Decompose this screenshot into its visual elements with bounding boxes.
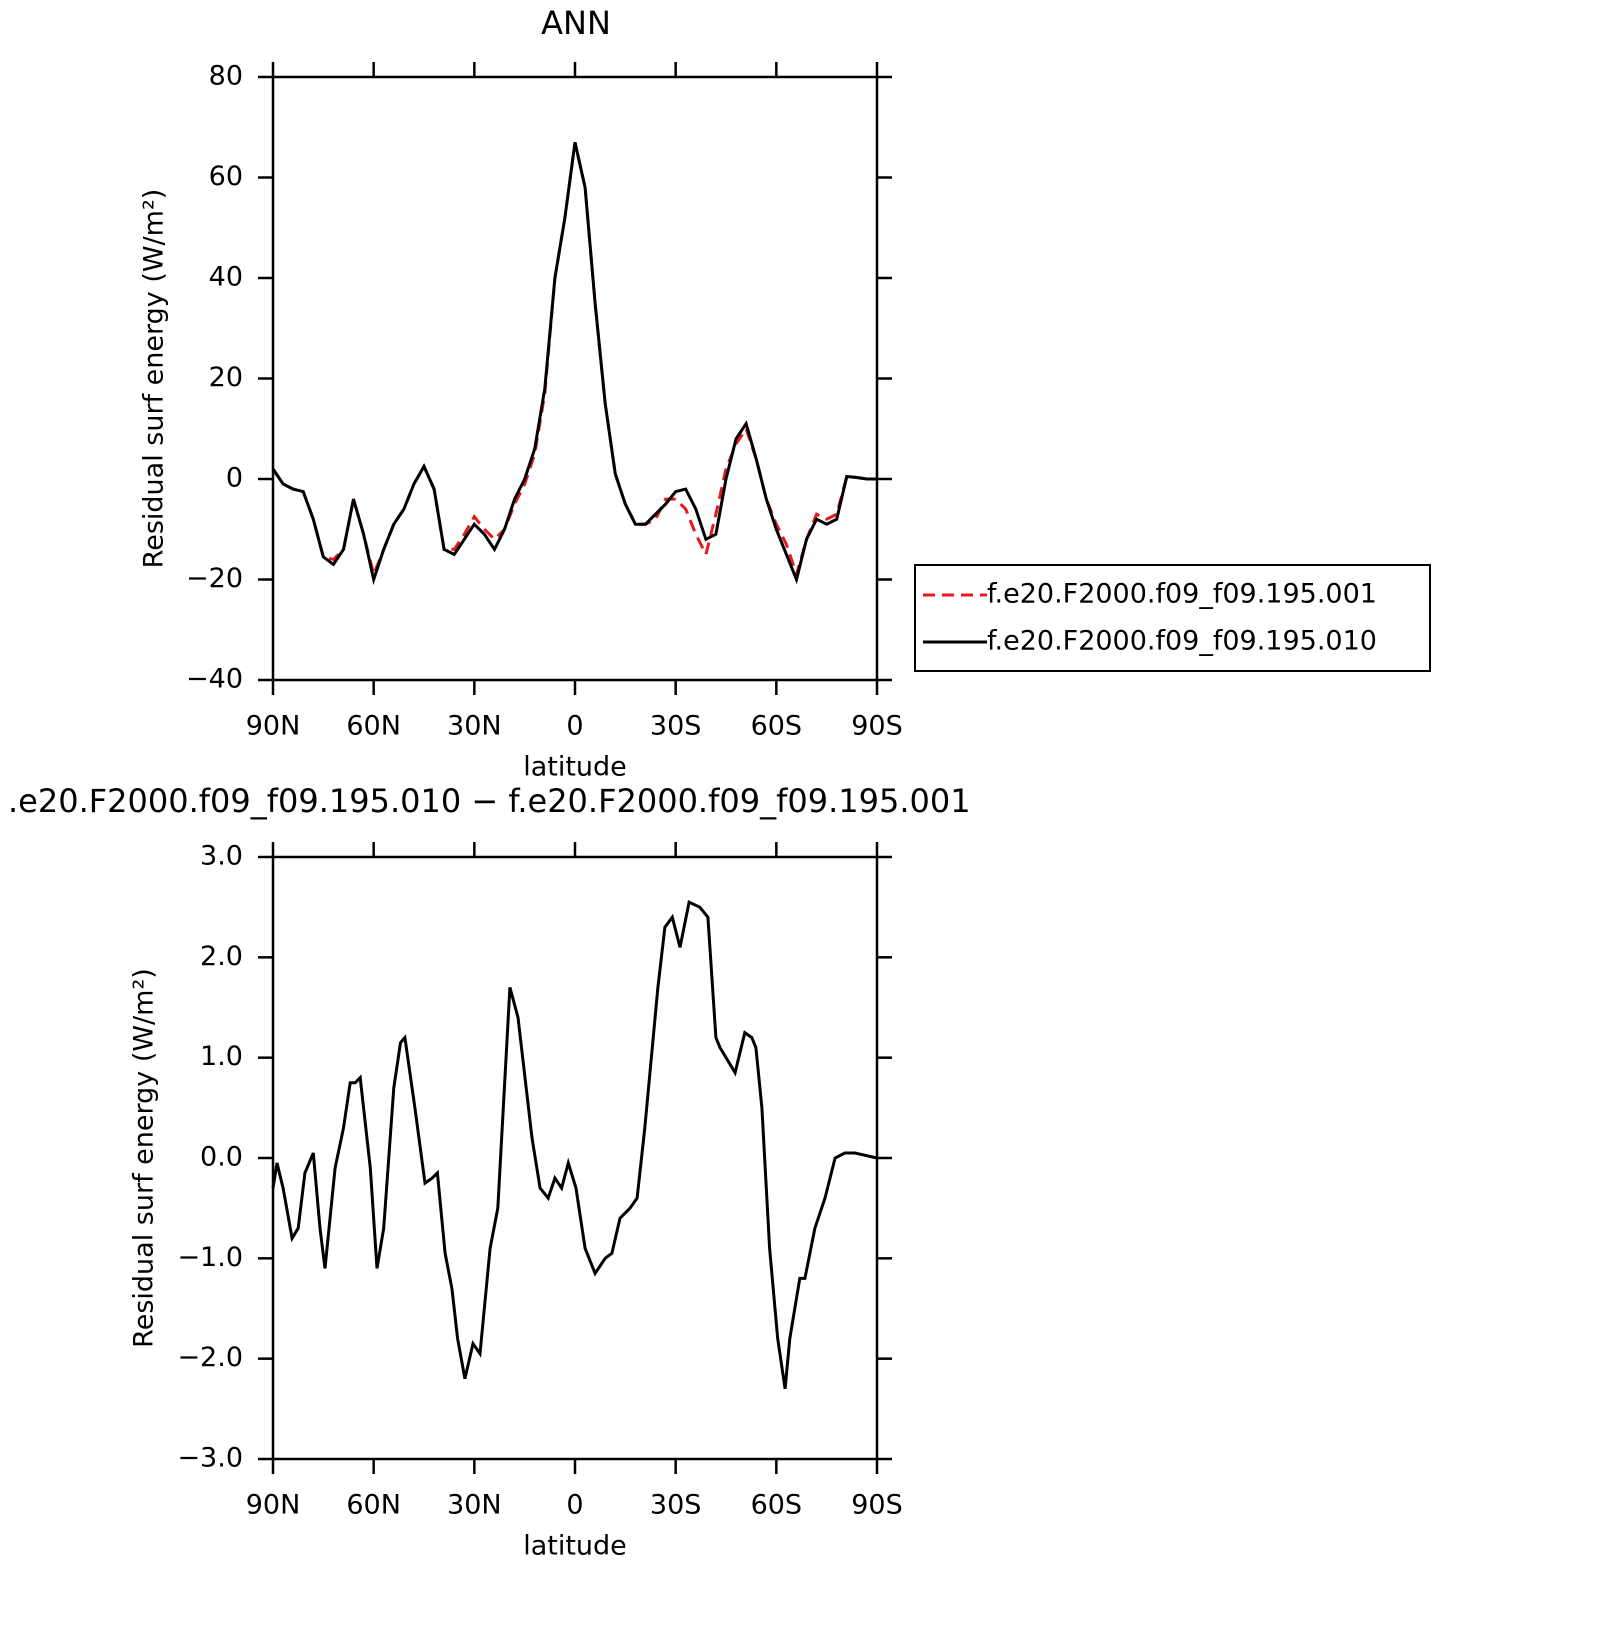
chart-title: .e20.F2000.f09_f09.195.010 − f.e20.F2000… xyxy=(8,782,971,820)
data-line xyxy=(271,141,877,580)
y-tick-label: 2.0 xyxy=(200,941,243,972)
data-line xyxy=(271,900,878,1390)
x-tick-label: 60S xyxy=(751,711,803,742)
x-tick-label: 30S xyxy=(650,1490,702,1521)
y-axis-label: Residual surf energy (W/m²) xyxy=(129,968,160,1348)
x-tick-label: 60S xyxy=(751,1490,803,1521)
y-tick-label: 80 xyxy=(209,61,243,92)
y-axis-label: Residual surf energy (W/m²) xyxy=(139,189,170,569)
x-tick-label: 30N xyxy=(447,1490,502,1521)
data-line xyxy=(271,141,877,586)
y-tick-label: −3.0 xyxy=(177,1443,243,1474)
x-tick-label: 0 xyxy=(566,711,583,742)
y-tick-label: 20 xyxy=(209,362,243,393)
legend-label: f.e20.F2000.f09_f09.195.010 xyxy=(987,626,1377,657)
x-tick-label: 90N xyxy=(246,711,301,742)
y-tick-label: 1.0 xyxy=(200,1041,243,1072)
x-tick-label: 60N xyxy=(346,711,401,742)
x-tick-label: 90S xyxy=(851,1490,903,1521)
x-axis-label: latitude xyxy=(523,752,627,783)
x-tick-label: 60N xyxy=(346,1490,401,1521)
y-tick-label: 60 xyxy=(209,161,243,192)
legend-label: f.e20.F2000.f09_f09.195.001 xyxy=(987,579,1377,610)
x-axis-label: latitude xyxy=(523,1531,627,1562)
plot-frame xyxy=(271,75,879,682)
x-tick-label: 30N xyxy=(447,711,502,742)
y-tick-label: 0.0 xyxy=(200,1142,243,1173)
x-tick-label: 90S xyxy=(851,711,903,742)
y-tick-label: 3.0 xyxy=(200,841,243,872)
chart-title: ANN xyxy=(541,4,611,42)
x-tick-label: 0 xyxy=(566,1490,583,1521)
x-tick-label: 90N xyxy=(246,1490,301,1521)
y-tick-label: 0 xyxy=(226,463,243,494)
x-tick-label: 30S xyxy=(650,711,702,742)
y-tick-label: 40 xyxy=(209,262,243,293)
y-tick-label: −2.0 xyxy=(177,1342,243,1373)
legend-box xyxy=(914,564,1431,672)
legend: f.e20.F2000.f09_f09.195.001 f.e20.F2000.f… xyxy=(914,564,1431,672)
y-tick-label: −1.0 xyxy=(177,1242,243,1273)
y-tick-label: −20 xyxy=(186,563,243,594)
y-tick-label: −40 xyxy=(186,664,243,695)
